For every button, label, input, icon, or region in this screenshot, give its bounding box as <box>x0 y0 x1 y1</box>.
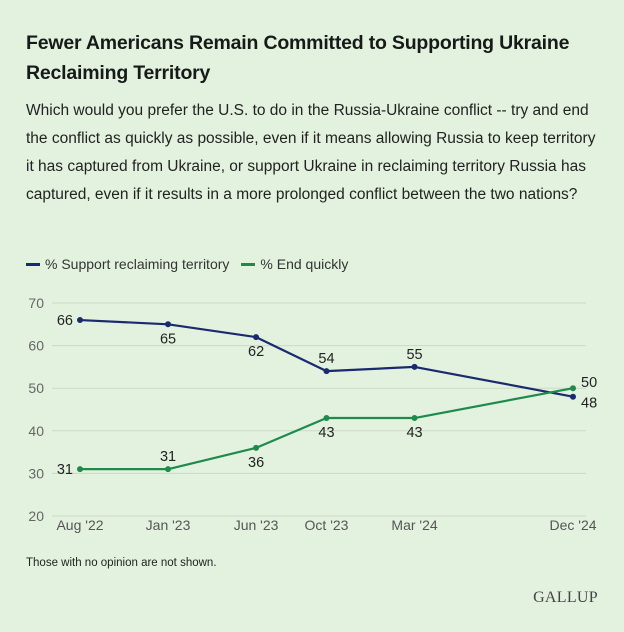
x-tick-label: Jun '23 <box>234 517 279 533</box>
data-point-end <box>411 415 418 422</box>
data-point-end <box>570 385 576 392</box>
data-point-end <box>165 466 172 473</box>
data-point-support <box>323 368 330 375</box>
legend: % Support reclaiming territory % End qui… <box>26 256 360 272</box>
y-tick-label: 50 <box>28 380 44 396</box>
data-label-support: 66 <box>57 313 73 329</box>
y-tick-label: 70 <box>28 295 44 311</box>
data-point-support <box>570 393 576 400</box>
chart-title: Fewer Americans Remain Committed to Supp… <box>26 32 570 84</box>
gallup-logo: GALLUP <box>533 589 598 606</box>
x-tick-label: Dec '24 <box>549 517 596 533</box>
data-point-support <box>165 321 172 328</box>
data-label-support: 54 <box>318 351 334 367</box>
series-line-end <box>80 387 574 471</box>
data-label-end: 31 <box>57 462 73 478</box>
line-chart: 20 30 40 50 60 70 Aug '22 Jan '23 Jun '23 Oct '23… <box>28 295 597 533</box>
x-tick-label: Mar '24 <box>391 517 437 533</box>
survey-question: Which would you prefer the U.S. to do in… <box>26 102 596 203</box>
data-label-end: 36 <box>248 455 264 471</box>
legend-item-support: % Support reclaiming territory <box>26 256 229 272</box>
data-point-end <box>253 444 260 451</box>
data-label-end: 43 <box>318 425 334 441</box>
legend-swatch-end <box>241 262 256 266</box>
x-tick-label: Aug '22 <box>56 517 103 533</box>
y-tick-label: 60 <box>28 338 44 354</box>
data-label-support: 48 <box>581 396 597 412</box>
x-tick-label: Oct '23 <box>305 517 349 533</box>
data-point-support <box>253 334 260 341</box>
series-line-support <box>79 318 574 398</box>
legend-swatch-support <box>26 262 40 266</box>
y-tick-label: 30 <box>28 465 44 481</box>
data-label-support: 62 <box>248 344 264 360</box>
data-label-support: 55 <box>406 347 422 363</box>
data-point-end <box>77 466 83 473</box>
data-point-end <box>323 415 330 422</box>
legend-label-support: % Support reclaiming territory <box>45 256 230 272</box>
legend-label-end: % End quickly <box>260 256 349 272</box>
data-label-end: 31 <box>160 449 176 465</box>
footnote: Those with no opinion are not shown. <box>26 557 217 569</box>
data-label-end: 43 <box>406 425 422 441</box>
data-label-support: 65 <box>160 331 176 347</box>
data-point-support <box>77 317 83 324</box>
y-tick-label: 20 <box>28 508 44 524</box>
data-point-support <box>411 363 418 370</box>
y-tick-label: 40 <box>28 423 44 439</box>
x-tick-label: Jan '23 <box>146 517 191 533</box>
data-label-end: 50 <box>581 375 597 391</box>
legend-item-end: % End quickly <box>241 256 348 272</box>
